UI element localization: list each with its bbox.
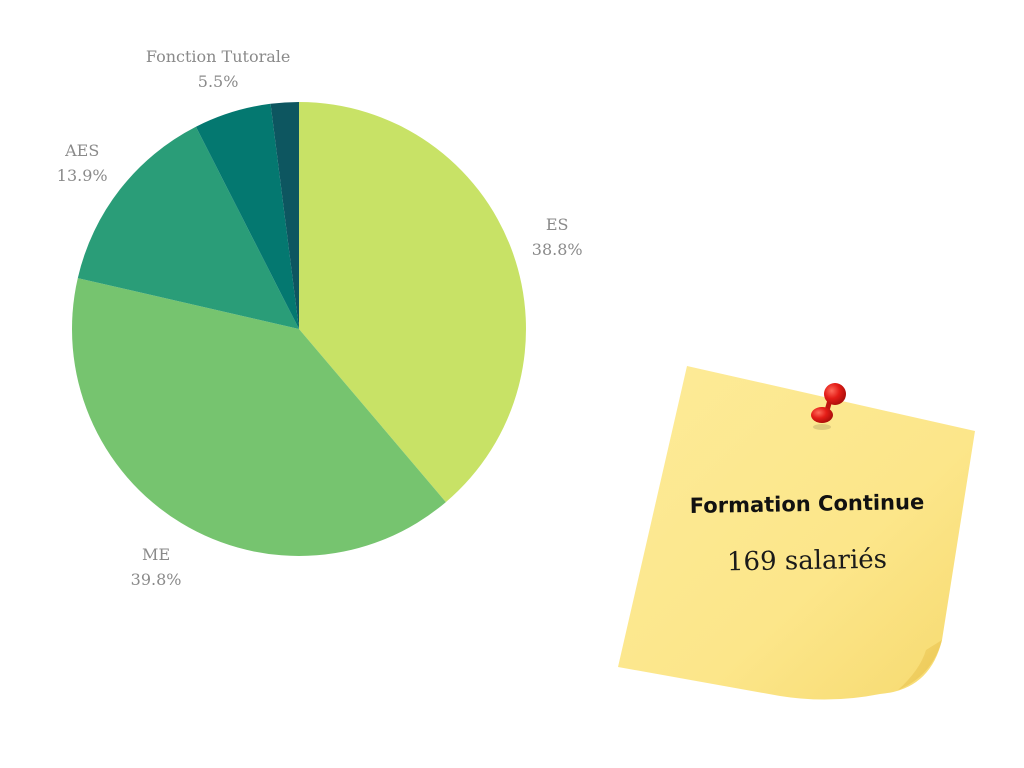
note-paper bbox=[618, 366, 975, 700]
pie-slice-es bbox=[299, 102, 526, 503]
slice-percent: 39.8% bbox=[130, 569, 182, 589]
slice-label-me: ME 39.8% bbox=[131, 542, 182, 592]
note-title: Formation Continue bbox=[689, 489, 925, 519]
pie-slice-fonction-tutorale bbox=[195, 103, 299, 329]
slice-name: ME bbox=[142, 544, 171, 564]
slice-percent: 13.9% bbox=[56, 165, 108, 185]
pie-slice-me bbox=[71, 278, 446, 556]
pie-slice-unlabeled bbox=[270, 102, 299, 329]
pie-slice-aes bbox=[77, 126, 299, 330]
note-value: 169 salariés bbox=[726, 544, 888, 578]
slice-name: AES bbox=[65, 140, 100, 160]
slice-label-aes: AES 13.9% bbox=[57, 138, 108, 188]
slice-name: ES bbox=[545, 215, 569, 235]
slice-name: Fonction Tutorale bbox=[145, 47, 291, 67]
slice-label-fonction-tutorale: Fonction Tutorale 5.5% bbox=[146, 44, 291, 94]
slice-percent: 38.8% bbox=[531, 240, 583, 260]
slice-percent: 5.5% bbox=[197, 72, 239, 92]
slice-label-es: ES 38.8% bbox=[532, 212, 583, 262]
pushpin-icon bbox=[811, 383, 846, 430]
